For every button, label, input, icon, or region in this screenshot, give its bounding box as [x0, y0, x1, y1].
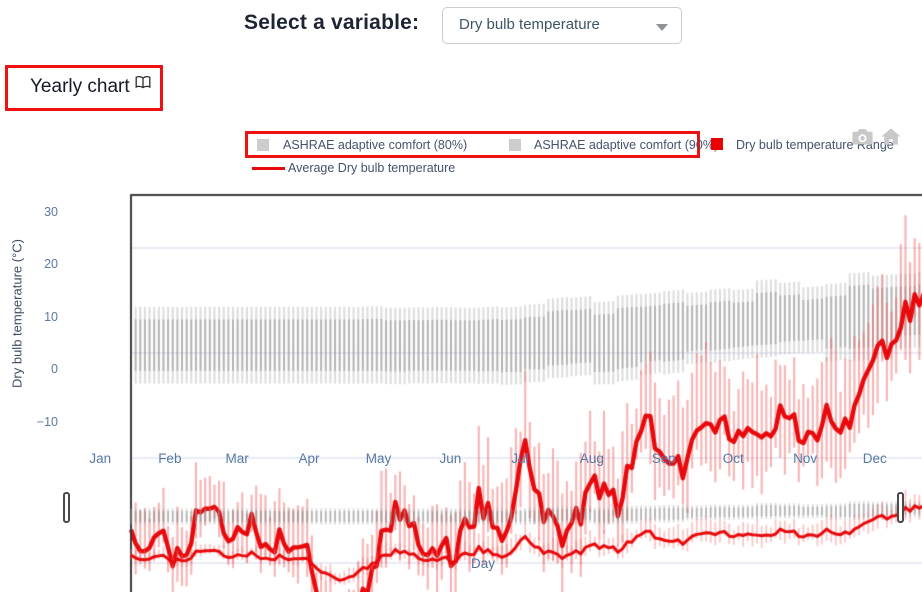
chevron-down-icon: [656, 24, 668, 31]
book-icon[interactable]: [135, 75, 151, 95]
ashrae-legend-highlight-box: [245, 131, 700, 158]
ashrae90-legend-item[interactable]: ASHRAE adaptive comfort (90%): [534, 138, 719, 152]
y-axis-tick-label: −10: [36, 414, 58, 429]
x-axis-month-label: Sep: [651, 451, 676, 466]
x-axis-month-label: Oct: [722, 451, 744, 466]
x-axis-month-label: Aug: [579, 451, 604, 466]
average-legend-swatch: [252, 167, 285, 170]
yearly-chart-highlight-box: Yearly chart: [5, 65, 163, 111]
variable-dropdown[interactable]: Dry bulb temperature: [442, 7, 682, 44]
y-axis-tick-label: 10: [44, 309, 58, 324]
ashrae90-legend-swatch: [509, 139, 521, 151]
range-navigator[interactable]: [0, 478, 922, 592]
home-icon[interactable]: [881, 127, 901, 151]
x-axis-month-label: Jul: [511, 451, 529, 466]
y-axis-tick-label: 0: [51, 362, 58, 376]
ashrae80-legend-item[interactable]: ASHRAE adaptive comfort (80%): [283, 138, 468, 152]
x-axis-month-label: Mar: [225, 451, 249, 466]
x-axis-month-label: Nov: [793, 451, 818, 466]
y-axis-tick-label: 30: [44, 204, 58, 219]
navigator-axis-title: Day: [470, 556, 495, 571]
select-variable-label: Select a variable:: [244, 11, 420, 34]
x-axis-month-label: Jan: [89, 451, 112, 466]
y-axis-tick-label: 20: [44, 257, 58, 271]
x-axis-month-label: Feb: [158, 451, 182, 466]
x-axis-month-label: Apr: [298, 451, 320, 466]
navigator-right-handle[interactable]: [897, 492, 904, 523]
x-axis-month-label: May: [365, 451, 392, 466]
ashrae80-legend-swatch: [257, 139, 269, 151]
x-axis-month-label: Jun: [439, 451, 462, 466]
variable-dropdown-value: Dry bulb temperature: [459, 16, 600, 33]
average-legend-item[interactable]: Average Dry bulb temperature: [288, 161, 456, 175]
x-axis-month-label: Dec: [862, 451, 887, 466]
range-legend-swatch: [711, 138, 723, 150]
camera-icon[interactable]: [852, 128, 873, 151]
yearly-chart-title: Yearly chart: [30, 76, 130, 97]
navigator-left-handle[interactable]: [63, 492, 70, 523]
